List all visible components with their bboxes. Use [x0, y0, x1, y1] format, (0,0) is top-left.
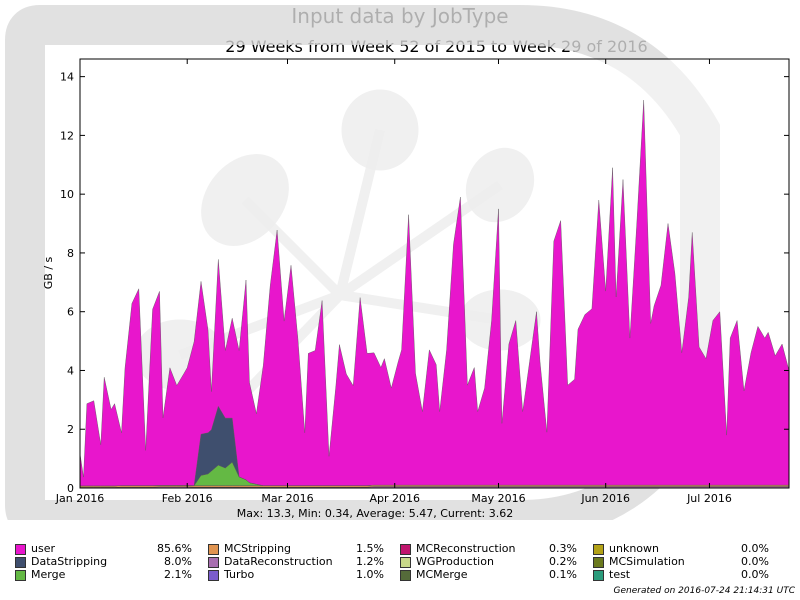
- legend-swatch: [208, 557, 219, 568]
- legend-percentage: 8.0%: [164, 555, 192, 568]
- y-axis: 0 2 4 6 8 10 12 14: [60, 71, 789, 495]
- y-tick-label: 8: [67, 247, 74, 260]
- legend-swatch: [400, 544, 411, 555]
- legend-swatch: [593, 557, 604, 568]
- legend-item-mcreconstruction: MCReconstruction 0.3%: [400, 542, 577, 555]
- legend-label: test: [609, 568, 631, 581]
- legend-percentage: 1.0%: [356, 568, 384, 581]
- legend-swatch: [15, 544, 26, 555]
- generated-timestamp: Generated on 2016-07-24 21:14:31 UTC: [613, 586, 796, 596]
- plot-frame: [79, 58, 790, 489]
- legend-label: DataReconstruction: [224, 555, 333, 568]
- legend-item-merge: Merge 2.1%: [15, 568, 192, 581]
- legend-label: MCMerge: [416, 568, 468, 581]
- legend-item-unknown: unknown 0.0%: [593, 542, 769, 555]
- legend-label: MCSimulation: [609, 555, 685, 568]
- legend-percentage: 2.1%: [164, 568, 192, 581]
- legend-label: unknown: [609, 542, 659, 555]
- legend-label: MCReconstruction: [416, 542, 516, 555]
- stats-summary: Max: 13.3, Min: 0.34, Average: 5.47, Cur…: [236, 507, 514, 520]
- y-tick-label: 2: [67, 423, 74, 436]
- legend-swatch: [593, 570, 604, 581]
- y-tick-label: 12: [60, 129, 74, 142]
- legend-item-mcsimulation: MCSimulation 0.0%: [593, 555, 769, 568]
- legend-swatch: [400, 570, 411, 581]
- legend-percentage: 85.6%: [157, 542, 192, 555]
- y-tick-label: 0: [67, 482, 74, 495]
- plot-area: [79, 59, 790, 489]
- chart: 0 2 4 6 8 10 12 14 Jan 2016 Feb 2016 Mar 2016 Apr …: [5, 5, 790, 520]
- legend-percentage: 0.0%: [741, 542, 769, 555]
- x-tick-label: May 2016: [471, 492, 525, 505]
- legend-label: MCStripping: [224, 542, 292, 555]
- legend-item-mcmerge: MCMerge 0.1%: [400, 568, 577, 581]
- y-axis-label: GB / s: [42, 256, 55, 289]
- legend-item-user: user 85.6%: [15, 542, 192, 555]
- y-tick-label: 6: [67, 306, 74, 319]
- legend-percentage: 0.0%: [741, 555, 769, 568]
- x-tick-label: Feb 2016: [162, 492, 213, 505]
- legend-item-wgproduction: WGProduction 0.2%: [400, 555, 577, 568]
- legend-item-mcstripping: MCStripping 1.5%: [208, 542, 384, 555]
- x-tick-label: Jul 2016: [686, 492, 732, 505]
- y-tick-label: 14: [60, 71, 74, 84]
- legend-label: Turbo: [224, 568, 255, 581]
- legend-label: user: [31, 542, 55, 555]
- legend-swatch: [208, 570, 219, 581]
- legend-item-turbo: Turbo 1.0%: [208, 568, 384, 581]
- legend-label: Merge: [31, 568, 66, 581]
- legend-swatch: [400, 557, 411, 568]
- legend-percentage: 1.2%: [356, 555, 384, 568]
- legend-percentage: 0.0%: [741, 568, 769, 581]
- legend-swatch: [593, 544, 604, 555]
- legend-item-datastripping: DataStripping 8.0%: [15, 555, 192, 568]
- legend-percentage: 0.2%: [549, 555, 577, 568]
- legend-item-datareconstruction: DataReconstruction 1.2%: [208, 555, 384, 568]
- legend-percentage: 0.1%: [549, 568, 577, 581]
- legend-label: WGProduction: [416, 555, 494, 568]
- legend-swatch: [15, 570, 26, 581]
- y-tick-label: 4: [67, 364, 74, 377]
- legend-percentage: 1.5%: [356, 542, 384, 555]
- legend-item-test: test 0.0%: [593, 568, 769, 581]
- x-tick-label: Jan 2016: [55, 492, 104, 505]
- y-tick-label: 10: [60, 188, 74, 201]
- x-tick-label: Mar 2016: [261, 492, 313, 505]
- x-axis: Jan 2016 Feb 2016 Mar 2016 Apr 2016 May 2016…: [55, 59, 732, 505]
- legend-swatch: [15, 557, 26, 568]
- legend-percentage: 0.3%: [549, 542, 577, 555]
- legend-label: DataStripping: [31, 555, 108, 568]
- x-tick-label: Apr 2016: [369, 492, 420, 505]
- x-tick-label: Jun 2016: [580, 492, 630, 505]
- legend-swatch: [208, 544, 219, 555]
